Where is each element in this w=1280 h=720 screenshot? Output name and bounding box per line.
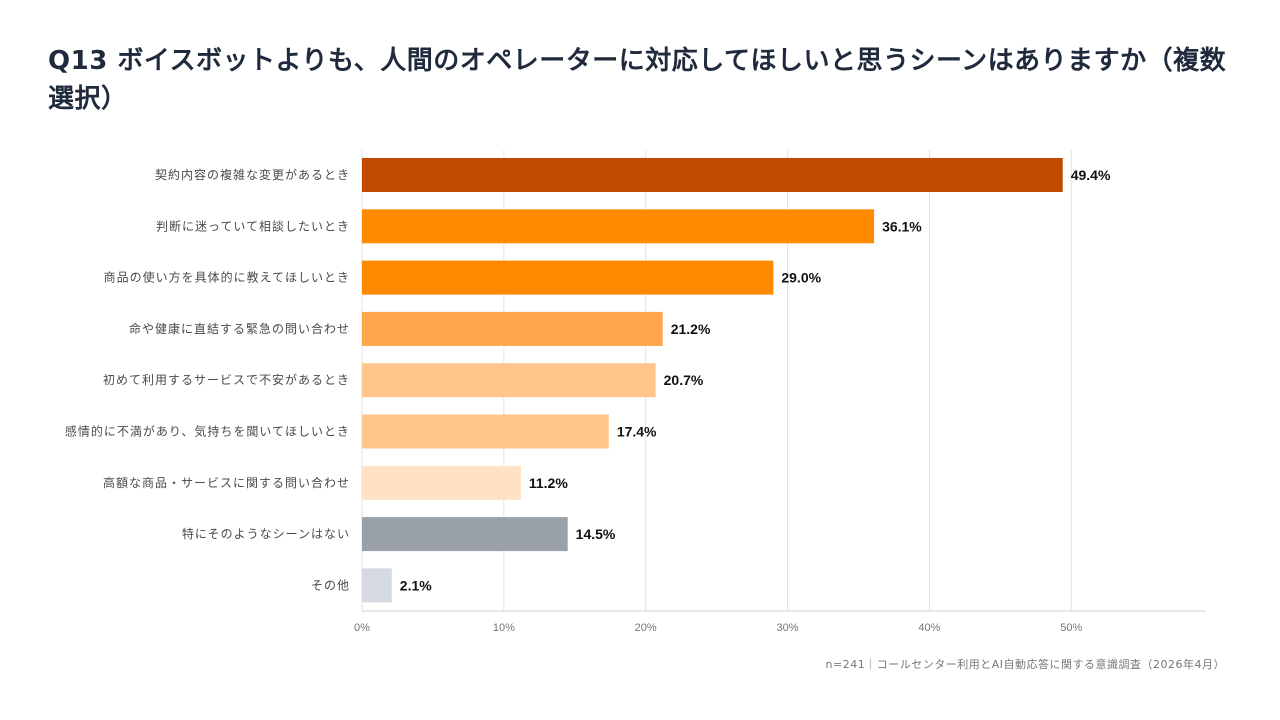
bar xyxy=(362,465,521,500)
category-label: 商品の使い方を具体的に教えてほしいとき xyxy=(104,270,350,285)
footnote: n=241｜コールセンター利用とAI自動応答に関する意識調査（2026年4月） xyxy=(825,658,1225,671)
value-label: 11.2% xyxy=(529,475,568,491)
value-label: 36.1% xyxy=(882,218,922,234)
value-label: 21.2% xyxy=(671,321,711,337)
x-tick-label: 10% xyxy=(493,622,515,634)
category-label: 命や健康に直結する緊急の問い合わせ xyxy=(129,321,350,336)
category-label: 判断に迷っていて相談したいとき xyxy=(156,218,350,233)
bar xyxy=(362,158,1063,192)
category-label: 高額な商品・サービスに関する問い合わせ xyxy=(103,475,350,490)
bar xyxy=(362,260,774,295)
category-label: 初めて利用するサービスで不安があるとき xyxy=(103,372,350,387)
value-label: 14.5% xyxy=(576,526,616,542)
chart-title: Q13 ボイスボットよりも、人間のオペレーターに対応してほしいと思うシーンはあり… xyxy=(48,46,1227,114)
bar xyxy=(362,517,568,552)
bar xyxy=(362,568,392,603)
bar xyxy=(362,414,609,449)
category-label: 感情的に不満があり、気持ちを聞いてほしいとき xyxy=(65,424,350,439)
x-tick-label: 20% xyxy=(635,622,657,634)
x-tick-label: 40% xyxy=(918,622,940,634)
category-label: 契約内容の複雑な変更があるとき xyxy=(155,167,350,182)
x-tick-label: 50% xyxy=(1060,622,1082,634)
x-tick-label: 30% xyxy=(777,622,799,634)
bar-layer xyxy=(362,158,1063,603)
value-label: 17.4% xyxy=(617,424,657,440)
category-label: その他 xyxy=(311,578,350,592)
category-label: 特にそのようなシーンはない xyxy=(182,526,350,541)
value-label: 49.4% xyxy=(1071,167,1111,183)
value-label: 29.0% xyxy=(781,270,821,286)
bar xyxy=(362,209,875,244)
label-layer: 契約内容の複雑な変更があるとき 49.4% 判断に迷っていて相談したいとき 36.1%… xyxy=(65,167,1111,593)
bar xyxy=(362,311,663,346)
value-label: 20.7% xyxy=(664,372,704,388)
axis-layer: 0% 10% 20% 30% 40% 50% xyxy=(354,610,1206,634)
value-label: 2.1% xyxy=(400,577,432,593)
bar xyxy=(362,363,656,398)
x-tick-label: 0% xyxy=(354,622,370,634)
